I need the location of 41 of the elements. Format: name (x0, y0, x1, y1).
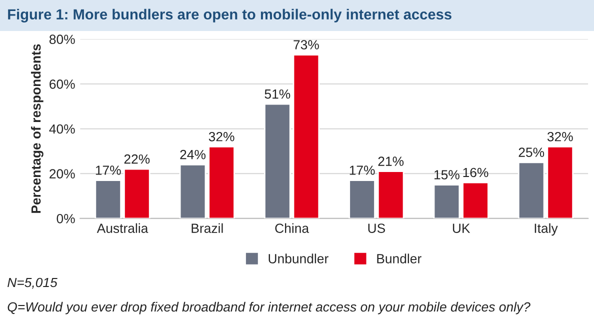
bar (462, 182, 489, 218)
x-tick-label: Brazil (192, 223, 223, 233)
bar (546, 146, 574, 218)
bar (94, 180, 122, 218)
data-label: 22% (124, 154, 150, 164)
data-label: 21% (378, 156, 404, 166)
bar (179, 164, 206, 218)
x-tick-label: China (275, 223, 310, 233)
y-axis-title: Percentage of respondents (31, 44, 44, 213)
data-label: 16% (463, 168, 488, 178)
data-label: 51% (264, 89, 290, 99)
y-tick-label: 20% (50, 169, 75, 179)
x-tick-label: Australia (96, 223, 148, 233)
bar (208, 146, 235, 218)
bar (292, 54, 320, 218)
y-tick-label: 40% (49, 124, 75, 134)
bar (377, 170, 404, 218)
x-tick-label: UK (452, 224, 470, 233)
bar (264, 103, 291, 218)
bar (124, 168, 150, 218)
data-label: 73% (294, 40, 319, 50)
text: Q=Would you ever drop fixed broadband for internet access on your mobile devices only? (8, 302, 530, 314)
data-label: 32% (547, 132, 573, 142)
data-label: 17% (350, 166, 375, 175)
x-tick-label: US (368, 224, 386, 233)
data-label: 24% (180, 150, 206, 160)
y-tick-label: 80% (49, 34, 75, 44)
data-label: 25% (518, 148, 544, 158)
bar (433, 184, 460, 218)
data-label: 15% (434, 170, 460, 180)
legend-label: Bundler (377, 254, 422, 264)
legend-label: Unbundler (268, 254, 328, 264)
chart-title: Figure 1: More bundlers are open to mobile-only internet access (8, 8, 452, 22)
x-tick-label: Italy (534, 223, 558, 236)
bar (348, 180, 376, 218)
bar (518, 162, 545, 218)
data-label: 17% (96, 166, 121, 175)
data-label: 32% (208, 132, 234, 142)
y-tick-label: 0% (56, 214, 75, 224)
text: N=5,015 (8, 278, 58, 289)
y-tick-label: 60% (50, 80, 75, 89)
